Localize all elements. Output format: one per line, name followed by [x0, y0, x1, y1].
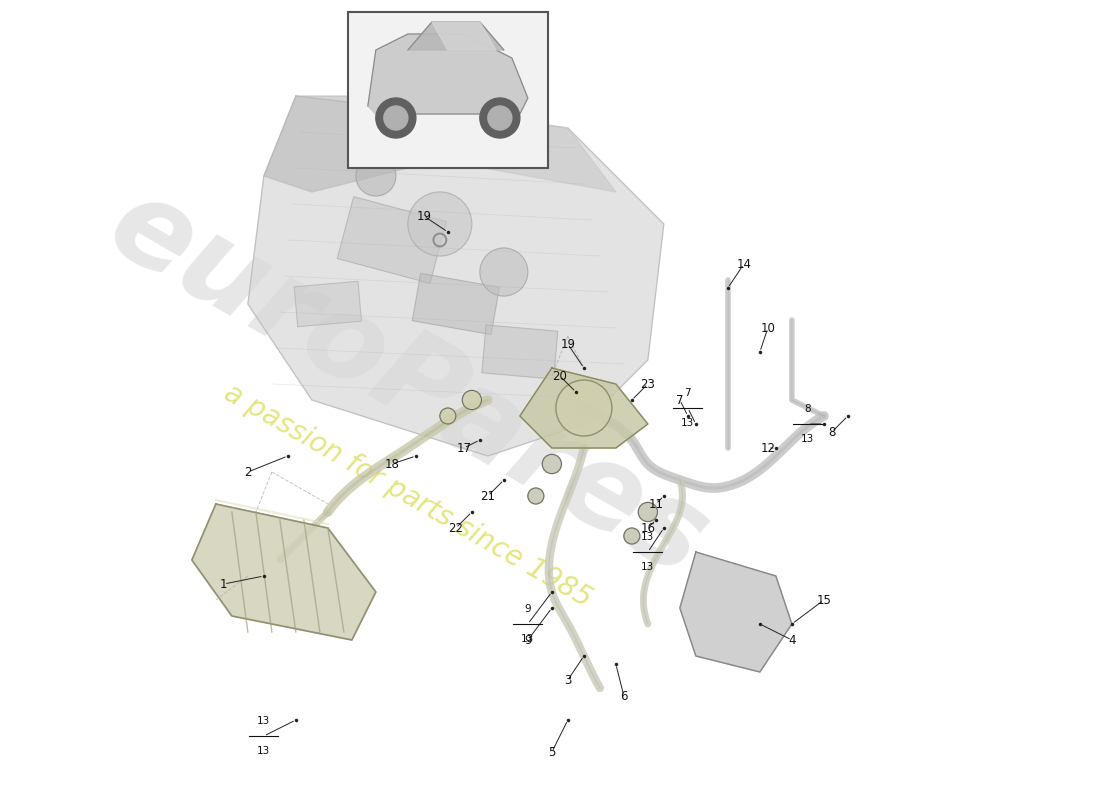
- Circle shape: [542, 454, 561, 474]
- Text: 13: 13: [801, 434, 814, 445]
- Polygon shape: [412, 274, 499, 334]
- Circle shape: [376, 98, 416, 138]
- Text: 15: 15: [816, 594, 832, 606]
- Circle shape: [480, 98, 520, 138]
- Text: 2: 2: [244, 466, 252, 478]
- Polygon shape: [294, 282, 362, 326]
- Text: 7: 7: [684, 388, 691, 398]
- Polygon shape: [338, 197, 447, 283]
- Text: a passion for parts since 1985: a passion for parts since 1985: [219, 379, 596, 613]
- Text: 13: 13: [641, 562, 654, 573]
- Polygon shape: [367, 34, 528, 114]
- Text: 21: 21: [481, 490, 495, 502]
- Circle shape: [488, 106, 512, 130]
- Circle shape: [408, 192, 472, 256]
- Text: 6: 6: [620, 690, 628, 702]
- Text: 9: 9: [524, 634, 531, 646]
- Polygon shape: [264, 96, 440, 192]
- Circle shape: [384, 106, 408, 130]
- Text: 10: 10: [760, 322, 775, 334]
- Text: euroPares: euroPares: [89, 166, 727, 602]
- Text: 4: 4: [788, 634, 795, 646]
- Polygon shape: [520, 368, 648, 448]
- Polygon shape: [376, 96, 616, 192]
- Circle shape: [356, 156, 396, 196]
- Text: 23: 23: [640, 378, 656, 390]
- Circle shape: [462, 390, 482, 410]
- Text: 17: 17: [456, 442, 472, 454]
- Circle shape: [624, 528, 640, 544]
- Text: 13: 13: [257, 746, 271, 757]
- Circle shape: [440, 408, 455, 424]
- Text: 11: 11: [648, 498, 663, 510]
- Polygon shape: [248, 96, 664, 456]
- Text: 7: 7: [676, 394, 683, 406]
- Text: 5: 5: [548, 746, 556, 758]
- Text: 22: 22: [449, 522, 463, 534]
- Text: 19: 19: [417, 210, 431, 222]
- Text: 12: 12: [760, 442, 775, 454]
- Polygon shape: [680, 552, 792, 672]
- Bar: [348, 12, 548, 168]
- Circle shape: [638, 502, 658, 522]
- Polygon shape: [482, 325, 558, 379]
- Circle shape: [480, 248, 528, 296]
- Text: 18: 18: [384, 458, 399, 470]
- Text: 20: 20: [552, 370, 568, 382]
- Text: 14: 14: [736, 258, 751, 270]
- Circle shape: [556, 380, 612, 436]
- Text: 16: 16: [640, 522, 656, 534]
- Text: 13: 13: [257, 715, 271, 726]
- Text: 19: 19: [560, 338, 575, 350]
- Circle shape: [528, 488, 543, 504]
- Polygon shape: [432, 22, 496, 50]
- Text: 1: 1: [220, 578, 228, 590]
- Text: 3: 3: [564, 674, 572, 686]
- Text: 9: 9: [525, 603, 531, 614]
- Polygon shape: [191, 504, 376, 640]
- Text: 13: 13: [681, 418, 694, 429]
- Text: 8: 8: [804, 403, 811, 414]
- Text: 13: 13: [521, 634, 535, 645]
- Polygon shape: [408, 22, 504, 50]
- Text: 13: 13: [641, 531, 654, 542]
- Text: 8: 8: [828, 426, 836, 438]
